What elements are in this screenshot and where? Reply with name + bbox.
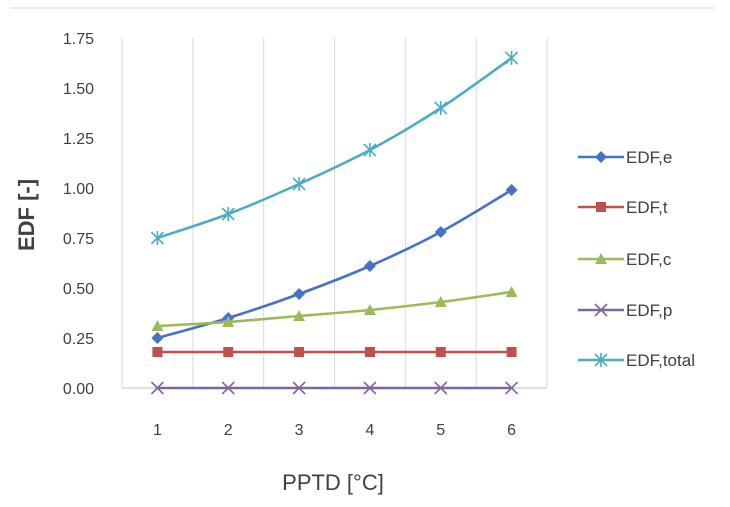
data-point: [594, 303, 608, 317]
data-point: [363, 260, 376, 272]
data-point: [595, 253, 607, 264]
data-point: [596, 202, 606, 212]
data-point: [434, 381, 448, 395]
y-tick-label: 1.00: [63, 181, 94, 198]
series-line: [156, 290, 513, 328]
x-axis-title: PPTD [°C]: [282, 470, 384, 495]
legend-label: EDF,t: [626, 198, 668, 217]
y-tick-label: 0.75: [63, 231, 94, 248]
y-axis-title: EDF [-]: [14, 179, 39, 251]
data-point: [150, 381, 164, 395]
data-point: [434, 101, 448, 115]
data-point-stroke: [150, 381, 164, 395]
y-tick-label: 0.25: [63, 331, 94, 348]
series-edf-p: [150, 381, 519, 395]
x-tick-label: 6: [507, 422, 516, 439]
legend-label: EDF,total: [626, 351, 695, 370]
x-tick-label: 1: [153, 422, 162, 439]
y-tick-label: 1.50: [63, 81, 94, 98]
series-line: [156, 188, 513, 340]
data-point: [221, 381, 235, 395]
series-edf-total: [150, 51, 519, 245]
data-point: [506, 347, 517, 357]
data-point: [434, 296, 447, 307]
data-point: [222, 316, 235, 327]
data-point: [293, 288, 306, 300]
y-tick-label: 1.25: [63, 131, 94, 148]
data-point: [363, 143, 377, 157]
data-point: [151, 320, 164, 331]
data-point: [505, 286, 518, 297]
data-series: [150, 51, 519, 395]
legend-item: EDF,total: [578, 351, 695, 370]
data-point: [223, 347, 234, 357]
data-point: [150, 231, 164, 245]
data-point: [505, 184, 518, 196]
x-tick-label: 4: [365, 422, 374, 439]
data-point: [294, 347, 305, 357]
data-point: [292, 177, 306, 191]
legend-item: EDF,t: [578, 198, 668, 217]
data-point: [595, 151, 607, 163]
x-tick-label: 3: [295, 422, 304, 439]
x-tick-label: 2: [224, 422, 233, 439]
series-edf-t: [152, 347, 517, 357]
data-point: [363, 381, 377, 395]
series-edf-c: [151, 286, 518, 331]
legend-label: EDF,c: [626, 250, 672, 269]
y-tick-labels: 0.00 0.25 0.50 0.75 1.00 1.25 1.50 1.75: [63, 31, 94, 398]
data-point-stroke: [221, 381, 235, 395]
data-point: [293, 310, 306, 321]
x-tick-label: 5: [436, 422, 445, 439]
data-point-stroke: [434, 381, 448, 395]
legend-label: EDF,e: [626, 148, 672, 167]
data-point: [363, 304, 376, 315]
legend-item: EDF,p: [578, 301, 672, 320]
y-tick-label: 0.00: [63, 381, 94, 398]
legend-item: EDF,c: [578, 250, 672, 269]
legend-item: EDF,e: [578, 148, 672, 167]
legend: EDF,e EDF,t EDF,c EDF,p EDF,total: [578, 148, 695, 370]
data-point: [364, 347, 375, 357]
data-point: [594, 353, 608, 367]
data-point: [221, 207, 235, 221]
data-point: [435, 347, 446, 357]
data-point-stroke: [594, 303, 608, 317]
data-point: [152, 347, 163, 357]
series-line: [156, 56, 513, 240]
data-point-stroke: [505, 381, 519, 395]
data-point: [434, 226, 447, 238]
y-tick-label: 1.75: [63, 31, 94, 48]
data-point: [505, 381, 519, 395]
x-tick-labels: 1 2 3 4 5 6: [153, 422, 516, 439]
data-point-stroke: [363, 381, 377, 395]
legend-label: EDF,p: [626, 301, 672, 320]
data-point: [151, 332, 164, 344]
data-point: [505, 51, 519, 65]
gridlines: [121, 38, 548, 388]
data-point: [292, 381, 306, 395]
y-tick-label: 0.50: [63, 281, 94, 298]
data-point-stroke: [292, 381, 306, 395]
